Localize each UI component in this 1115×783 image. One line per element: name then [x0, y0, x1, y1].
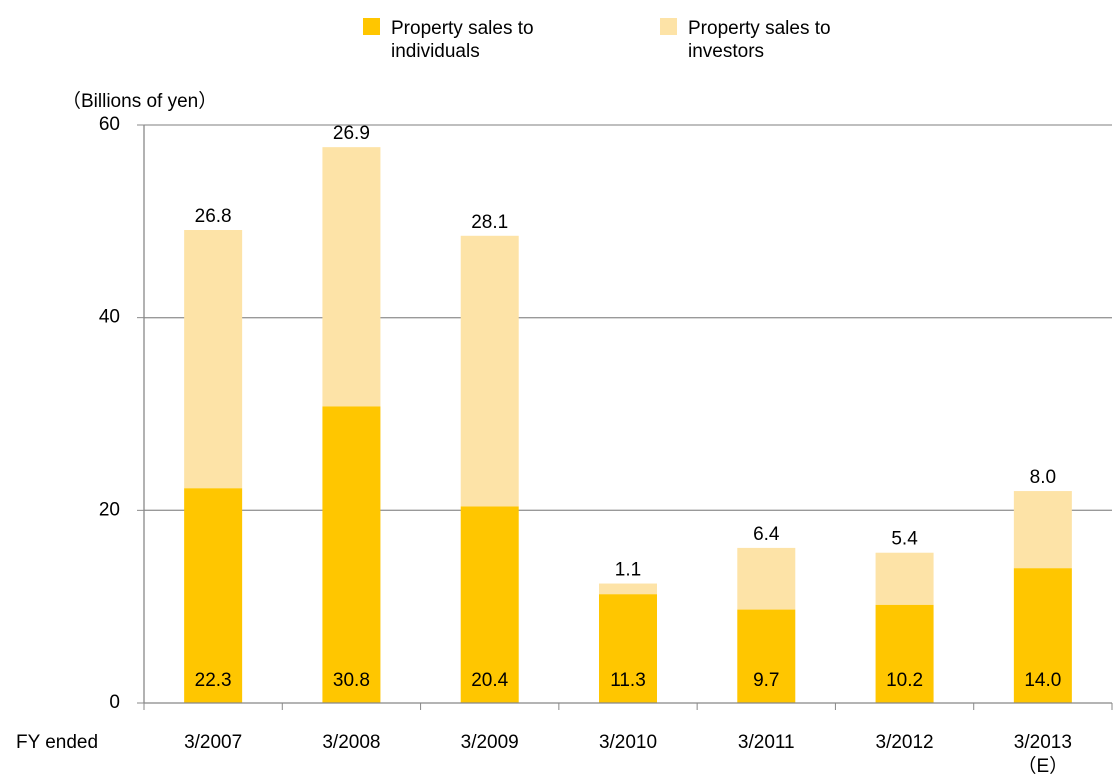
y-tick-label: 60	[99, 114, 120, 135]
bar-segment	[322, 406, 381, 703]
data-label: 26.9	[333, 123, 370, 144]
bar-segment	[322, 147, 381, 407]
data-label: 26.8	[195, 206, 232, 227]
y-tick-label: 0	[109, 692, 120, 713]
data-label: 28.1	[471, 212, 508, 233]
legend-label: Property sales to investors	[688, 18, 831, 62]
x-tick-label: 3/2012	[876, 732, 934, 753]
x-tick-label: 3/2013 （E）	[1014, 732, 1072, 777]
x-axis-label: FY ended	[16, 732, 98, 753]
bar-segment	[1013, 491, 1072, 569]
data-label: 9.7	[753, 670, 779, 691]
bar-segment	[599, 594, 657, 703]
bar-segment	[875, 604, 934, 703]
x-tick-label: 3/2010	[599, 732, 657, 753]
data-label: 14.0	[1024, 670, 1061, 691]
data-label: 11.3	[610, 670, 646, 691]
y-axis-label: （Billions of yen）	[62, 90, 217, 112]
bar-segment	[1013, 568, 1072, 703]
x-tick-label: 3/2011	[738, 732, 795, 753]
bar-segment	[460, 506, 519, 703]
bar-segment	[737, 609, 796, 703]
bar-segment	[184, 230, 243, 489]
data-label: 10.2	[886, 670, 923, 691]
bar-segment	[737, 547, 796, 610]
x-tick-label: 3/2009	[461, 732, 519, 753]
legend-swatch	[363, 18, 380, 35]
data-label: 30.8	[333, 670, 370, 691]
x-tick-label: 3/2007	[184, 732, 242, 753]
bar-segment	[875, 552, 934, 605]
x-tick-label: 3/2008	[322, 732, 380, 753]
bar-segment	[599, 583, 657, 595]
data-label: 1.1	[615, 560, 641, 581]
bar-segment	[460, 235, 519, 507]
y-tick-label: 40	[99, 307, 120, 328]
data-label: 6.4	[753, 524, 780, 545]
y-tick-label: 20	[99, 499, 120, 520]
legend-label: Property sales to individuals	[391, 18, 534, 62]
data-label: 5.4	[891, 529, 918, 550]
data-label: 8.0	[1030, 467, 1056, 488]
data-label: 22.3	[195, 670, 232, 691]
data-label: 20.4	[471, 670, 508, 691]
bar-segment	[184, 488, 243, 703]
legend-swatch	[660, 18, 677, 35]
